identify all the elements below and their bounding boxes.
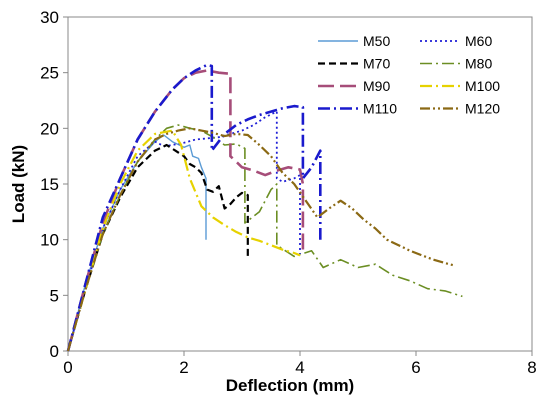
y-tick-label: 25 xyxy=(40,64,59,83)
series-line-m70 xyxy=(66,143,249,352)
x-axis-title: Deflection (mm) xyxy=(226,376,354,395)
series-line-m100 xyxy=(66,129,301,352)
x-tick-label: 0 xyxy=(63,358,72,377)
legend-label-m120: M120 xyxy=(465,101,500,117)
y-tick-label: 20 xyxy=(40,119,59,138)
x-tick-label: 2 xyxy=(179,358,188,377)
y-tick-label: 30 xyxy=(40,8,59,27)
y-axis-title: Load (kN) xyxy=(9,145,28,223)
legend-label-m100: M100 xyxy=(465,78,500,94)
series-line-m110 xyxy=(66,63,322,352)
y-tick-label: 10 xyxy=(40,231,59,250)
y-tick-label: 0 xyxy=(50,342,59,361)
y-tick-label: 15 xyxy=(40,175,59,194)
axes-layer: 0 2 4 6 8 0 5 10 15 20 25 30 xyxy=(40,8,537,377)
legend-label-m90: M90 xyxy=(363,78,390,94)
series-line-m90 xyxy=(66,69,305,352)
y-tick-label: 5 xyxy=(50,286,59,305)
series-layer xyxy=(66,63,463,352)
legend-label-m60: M60 xyxy=(465,33,492,49)
series-line-m120 xyxy=(66,127,454,352)
x-tick-label: 6 xyxy=(411,358,420,377)
legend-label-m70: M70 xyxy=(363,56,390,72)
legend-label-m110: M110 xyxy=(363,101,397,117)
watermark-layer xyxy=(60,205,260,405)
legend-label-m50: M50 xyxy=(363,33,390,49)
legend: M50 M60 M70 M80 M90 M100 M110 M120 xyxy=(318,33,500,117)
x-tick-label: 8 xyxy=(527,358,536,377)
x-tick-label: 4 xyxy=(295,358,304,377)
legend-label-m80: M80 xyxy=(465,56,492,72)
